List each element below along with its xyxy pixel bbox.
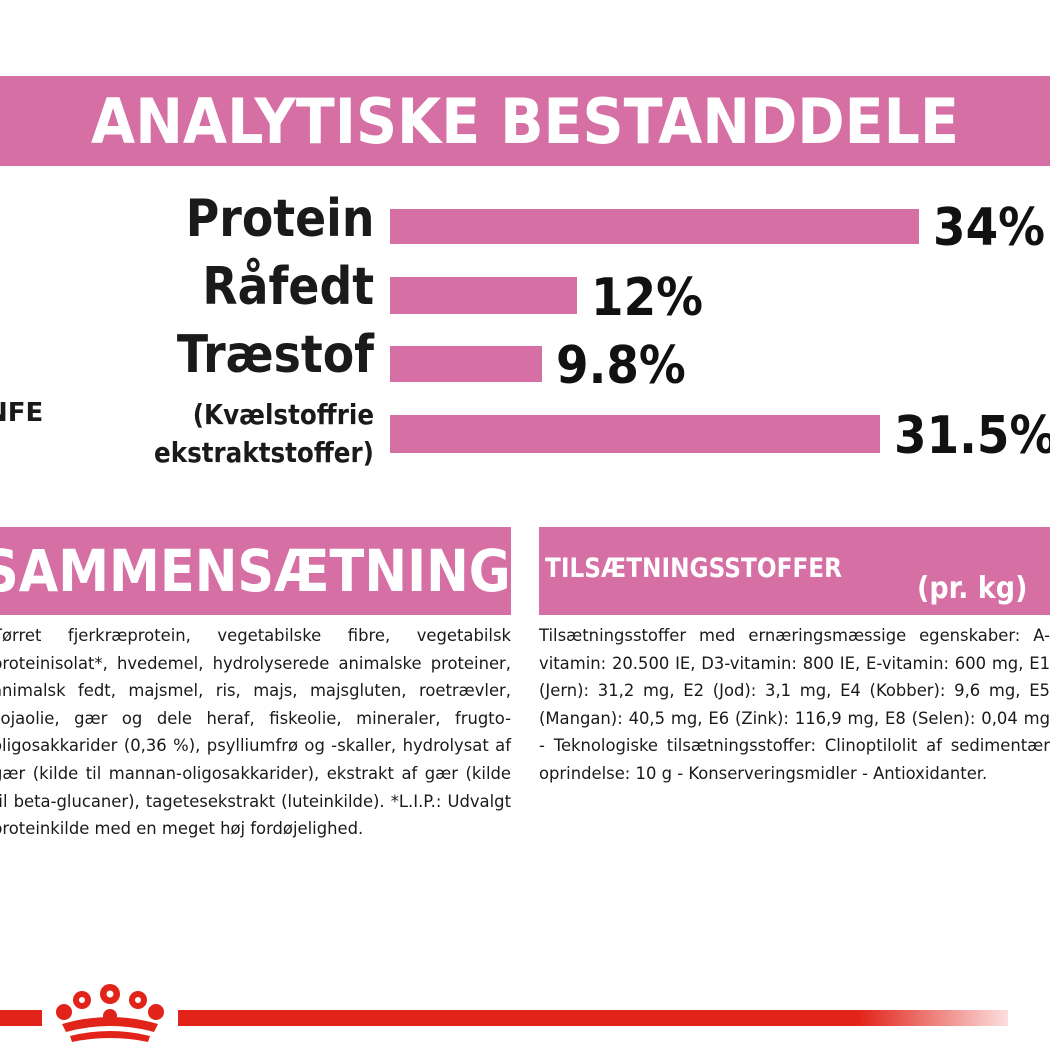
nutrient-value-protein: 34% <box>933 198 1046 258</box>
royal-canin-crown-icon <box>56 984 164 1042</box>
composition-banner: SAMMENSÆTNING <box>0 527 511 615</box>
composition-title: SAMMENSÆTNING <box>0 537 511 605</box>
nutrient-label-protein: Protein <box>185 189 374 249</box>
additives-unit: (pr. kg) <box>917 571 1028 606</box>
nfe-label: NFE <box>0 398 44 428</box>
nutrient-value-fibre: 9.8% <box>556 336 686 396</box>
nutrient-label-fat: Råfedt <box>202 257 374 317</box>
nutrient-bar-nfe <box>390 415 880 453</box>
additives-title: TILSÆTNINGSSTOFFER <box>545 553 843 584</box>
header-banner <box>0 76 1050 166</box>
footer-line-left <box>0 1010 42 1026</box>
nutrient-bar-fibre <box>390 346 542 382</box>
composition-text: Tørret fjerkræprotein, vegetabilske fibr… <box>0 626 511 839</box>
nutrient-value-fat: 12% <box>591 268 704 328</box>
additives-banner: TILSÆTNINGSSTOFFER (pr. kg) <box>539 527 1050 615</box>
nutrient-value-nfe: 31.5% <box>894 406 1050 466</box>
nutrient-bar-fat <box>390 277 577 314</box>
additives-text: Tilsætningsstoffer med ernæringsmæssige … <box>539 626 1050 783</box>
nutrient-label-nfe-line2: ekstraktstoffer) <box>154 436 374 469</box>
nutrient-label-fibre: Træstof <box>176 325 374 385</box>
nutrient-bar-protein <box>390 209 919 244</box>
page-title: ANALYTISKE BESTANDDELE <box>91 85 959 158</box>
nutrient-label-nfe-line1: (Kvælstoffrie <box>192 398 374 431</box>
footer-line-right <box>178 1010 1008 1026</box>
